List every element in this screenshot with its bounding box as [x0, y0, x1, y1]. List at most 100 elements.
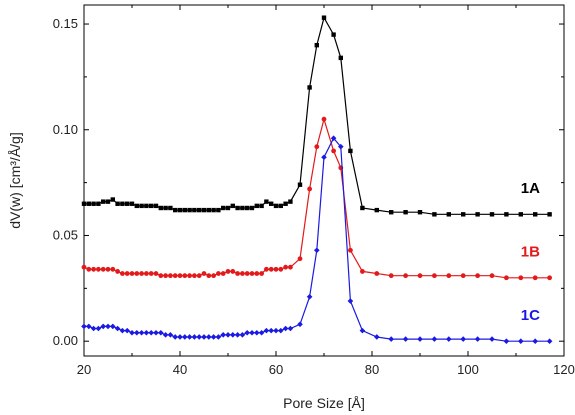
data-point-1a: [81, 201, 87, 206]
data-point-1b: [134, 271, 140, 276]
y-tick-label: 0.15: [53, 16, 78, 31]
x-axis-title: Pore Size [Å]: [283, 395, 365, 411]
data-point-1b: [91, 266, 96, 272]
data-point-1c: [191, 334, 198, 340]
data-point-1c: [201, 334, 207, 340]
data-point-1c: [254, 329, 260, 336]
data-point-1a: [110, 197, 115, 202]
data-point-1a: [283, 201, 288, 206]
series-label-1a: 1A: [521, 180, 540, 197]
data-point-1c: [110, 323, 116, 330]
data-point-1b: [460, 273, 466, 279]
data-point-1b: [244, 271, 250, 276]
data-point-1b: [96, 266, 101, 272]
data-point-1c: [167, 332, 174, 338]
data-point-1b: [259, 271, 264, 276]
data-point-1c: [225, 332, 231, 338]
data-point-1b: [115, 269, 120, 274]
data-point-1a: [307, 85, 312, 90]
data-point-1a: [259, 203, 264, 209]
data-point-1c: [90, 325, 97, 332]
data-point-1b: [264, 266, 269, 272]
data-point-1c: [268, 327, 274, 334]
data-point-1c: [138, 329, 145, 336]
data-point-1b: [129, 271, 135, 276]
data-point-1b: [331, 148, 336, 154]
data-point-1b: [86, 266, 92, 272]
x-tick-label: 60: [269, 362, 283, 377]
data-point-1c: [158, 329, 164, 336]
data-point-1c: [249, 329, 255, 336]
data-point-1c: [153, 329, 159, 336]
data-point-1c: [100, 323, 106, 330]
data-point-1a: [163, 205, 168, 211]
data-point-1b: [225, 269, 231, 274]
data-point-1a: [125, 201, 130, 206]
y-axis-title: dV(w) [cm³/Å/g]: [7, 132, 23, 228]
data-point-1c: [359, 327, 366, 334]
data-point-1a: [115, 201, 120, 206]
data-point-1a: [254, 203, 259, 209]
data-point-1a: [518, 212, 523, 217]
data-point-1c: [474, 336, 481, 342]
data-point-1b: [148, 271, 154, 276]
data-point-1c: [220, 332, 226, 338]
data-point-1a: [269, 201, 274, 206]
data-point-1c: [134, 329, 140, 336]
data-point-1b: [120, 271, 125, 276]
data-point-1a: [158, 205, 163, 211]
plot-border: [83, 4, 565, 357]
data-point-1c: [182, 334, 188, 340]
data-point-1a: [216, 207, 221, 213]
data-point-1b: [182, 273, 188, 279]
data-point-1b: [153, 271, 159, 276]
data-point-1c: [162, 332, 169, 338]
data-point-1c: [388, 336, 394, 342]
series-label-1c: 1C: [521, 307, 540, 324]
data-point-1a: [374, 207, 379, 213]
data-point-1a: [139, 203, 144, 209]
data-point-1c: [402, 336, 409, 342]
data-point-1c: [86, 323, 92, 330]
data-point-1a: [360, 205, 365, 211]
data-point-1a: [173, 207, 178, 213]
data-point-1c: [124, 327, 130, 334]
data-point-1b: [374, 271, 380, 276]
data-point-1b: [201, 271, 207, 276]
data-point-1b: [177, 273, 183, 279]
series-layer: [81, 15, 553, 344]
data-point-1a: [338, 55, 343, 61]
data-point-1a: [348, 148, 353, 154]
data-point-1a: [489, 212, 495, 217]
data-point-1c: [263, 327, 270, 334]
x-axis-ticks: 20 40 60 80 100 120: [77, 5, 575, 377]
data-point-1a: [211, 207, 216, 213]
data-point-1b: [278, 266, 284, 272]
data-point-1c: [129, 329, 135, 336]
data-point-1c: [196, 334, 202, 340]
data-point-1c: [287, 325, 294, 332]
data-point-1c: [215, 334, 222, 340]
data-point-1c: [105, 323, 111, 330]
data-point-1b: [297, 256, 303, 262]
data-point-1a: [245, 205, 250, 211]
data-point-1b: [100, 266, 106, 272]
data-point-1b: [504, 275, 509, 281]
data-point-1a: [278, 203, 283, 209]
data-point-1a: [321, 15, 327, 20]
data-point-1a: [417, 210, 423, 215]
x-tick-label: 40: [173, 362, 187, 377]
data-point-1b: [163, 273, 169, 279]
data-point-1c: [518, 338, 524, 344]
data-point-1a: [96, 201, 101, 206]
data-point-1a: [475, 212, 480, 217]
data-point-1c: [306, 293, 313, 300]
plot-frame: [83, 4, 565, 357]
data-point-1b: [403, 273, 408, 279]
data-point-1b: [532, 275, 538, 281]
data-point-1b: [249, 271, 255, 276]
data-point-1c: [460, 336, 466, 342]
data-point-1c: [186, 334, 193, 340]
data-point-1b: [172, 273, 178, 279]
x-tick-label: 120: [553, 362, 575, 377]
